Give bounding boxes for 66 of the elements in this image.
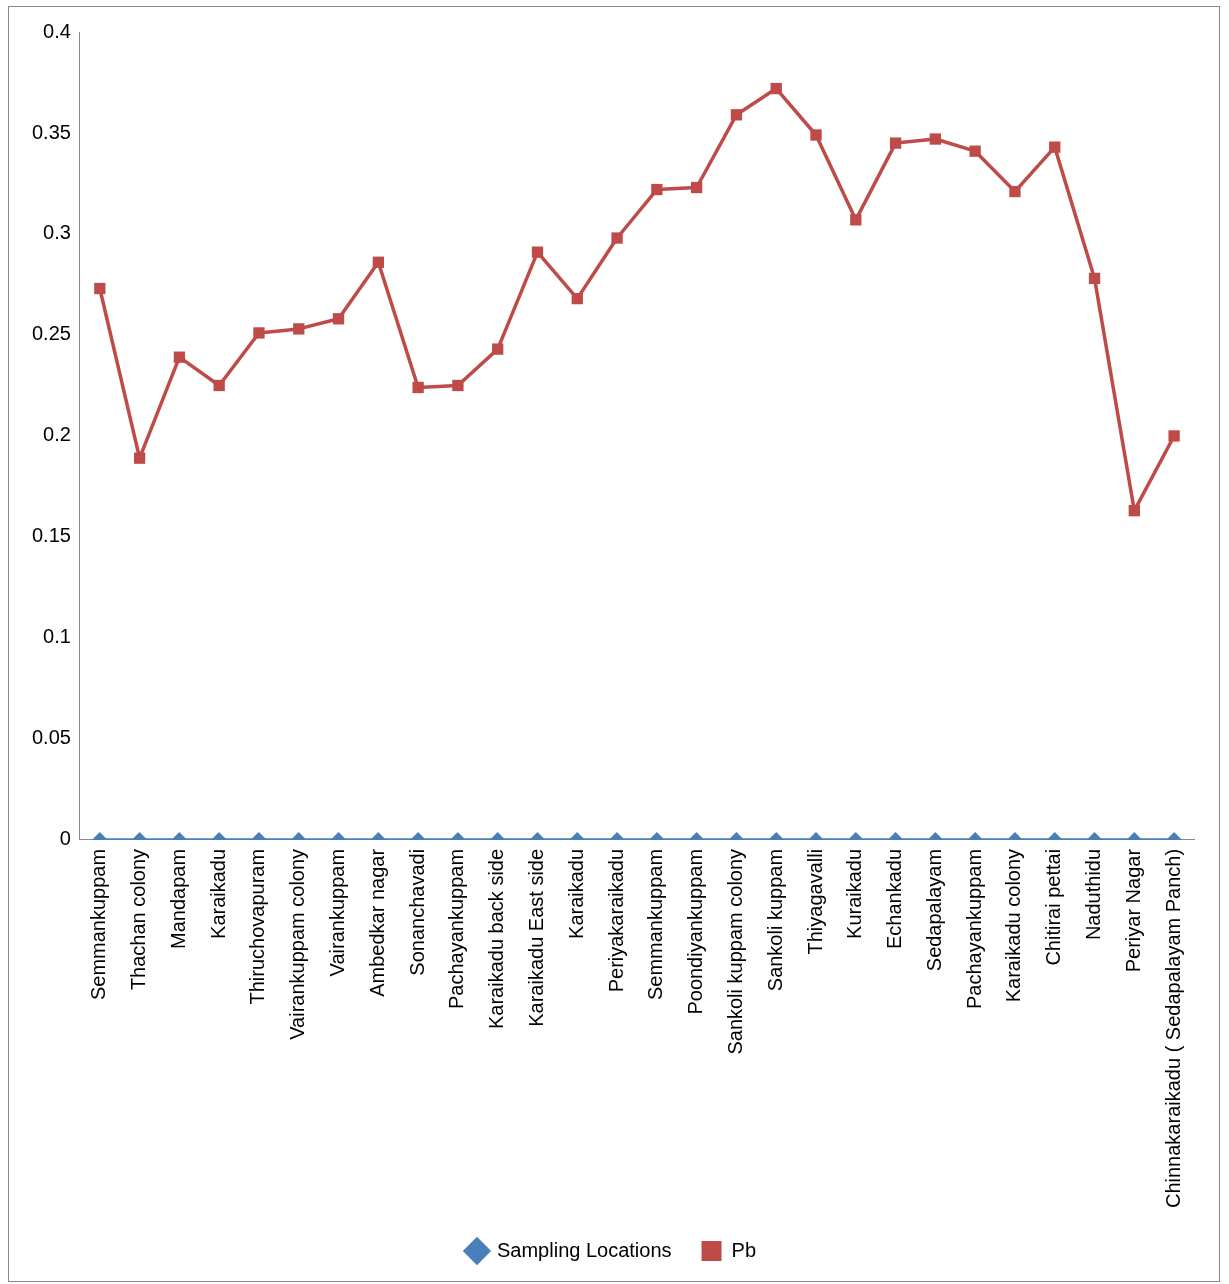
x-tick-label: Pachayankuppam — [962, 848, 985, 1010]
x-tick-label: Periyar Nagar — [1121, 848, 1144, 973]
point — [1168, 430, 1180, 442]
legend-label: Sampling Locations — [496, 1238, 672, 1261]
x-tick-label: Vairankuppam — [326, 848, 349, 977]
point — [332, 313, 345, 325]
point — [133, 452, 146, 464]
x-tick-label: Karaikadu colony — [1002, 848, 1025, 1003]
x-tick-label: Semmankuppam — [644, 848, 667, 1001]
x-tick-label: Sankoli kuppam colony — [723, 848, 746, 1055]
x-tick-label: Periyakaraikadu — [604, 848, 627, 993]
point — [1049, 141, 1061, 153]
x-tick-label: Ambedkar nagar — [365, 848, 388, 997]
point — [293, 323, 305, 335]
y-tick-label: 0.1 — [43, 625, 71, 648]
point — [770, 82, 782, 95]
x-tick-label: Kuraikadu — [843, 848, 866, 939]
point — [213, 379, 225, 392]
y-tick-label: 0 — [59, 827, 71, 850]
point — [730, 109, 743, 121]
point — [850, 214, 862, 226]
x-tick-label: Naduthidu — [1082, 848, 1105, 941]
point — [929, 133, 942, 145]
x-tick-label: Chitirai pettai — [1042, 848, 1065, 966]
x-tick-label: Vairankuppam colony — [286, 848, 309, 1040]
point — [94, 282, 106, 295]
x-tick-label: Sankoli kuppam — [763, 848, 786, 992]
x-tick-label: Karaikadu — [206, 848, 229, 939]
x-tick-label: Thiyagavalli — [803, 848, 826, 955]
x-tick-label: Mandapam — [166, 848, 189, 949]
point — [253, 327, 265, 339]
x-tick-label: Thiruchovapuram — [246, 848, 269, 1005]
x-tick-label: Sedapalayam — [922, 848, 945, 972]
x-tick-label: Semmankuppam — [87, 848, 110, 1001]
point — [452, 379, 464, 392]
point — [889, 137, 902, 149]
y-tick-label: 0.35 — [31, 120, 71, 143]
x-tick-label: Karaikadu — [564, 848, 587, 939]
x-tick-label: Karaikadu back side — [485, 848, 508, 1030]
y-tick-label: 0.25 — [31, 322, 71, 345]
point — [969, 145, 981, 157]
x-tick-label: Poondiyankuppam — [684, 848, 707, 1015]
y-tick-label: 0.2 — [43, 423, 71, 446]
point — [611, 232, 623, 244]
x-tick-label: Chinnakaraikadu ( Sedapalayam Panch) — [1161, 848, 1184, 1209]
x-tick-label: Karaikadu East side — [525, 848, 548, 1027]
y-tick-label: 0.3 — [43, 221, 71, 244]
y-tick-label: 0.05 — [31, 726, 71, 749]
x-tick-label: Thachan colony — [127, 848, 150, 991]
point — [651, 183, 663, 196]
point — [492, 343, 504, 355]
x-tick-label: Sonanchavadi — [405, 848, 428, 976]
point — [1088, 272, 1101, 285]
point — [810, 129, 822, 141]
point — [1009, 185, 1021, 198]
point — [173, 351, 186, 363]
point — [571, 292, 583, 305]
point — [372, 256, 384, 268]
x-tick-label: Echankadu — [883, 848, 906, 949]
y-tick-label: 0.4 — [43, 19, 71, 42]
point — [412, 381, 424, 394]
y-tick-label: 0.15 — [31, 524, 71, 547]
legend-label: Pb — [731, 1238, 757, 1261]
point — [531, 246, 544, 258]
x-tick-label: Pachayankuppam — [445, 848, 468, 1010]
point — [690, 181, 703, 194]
